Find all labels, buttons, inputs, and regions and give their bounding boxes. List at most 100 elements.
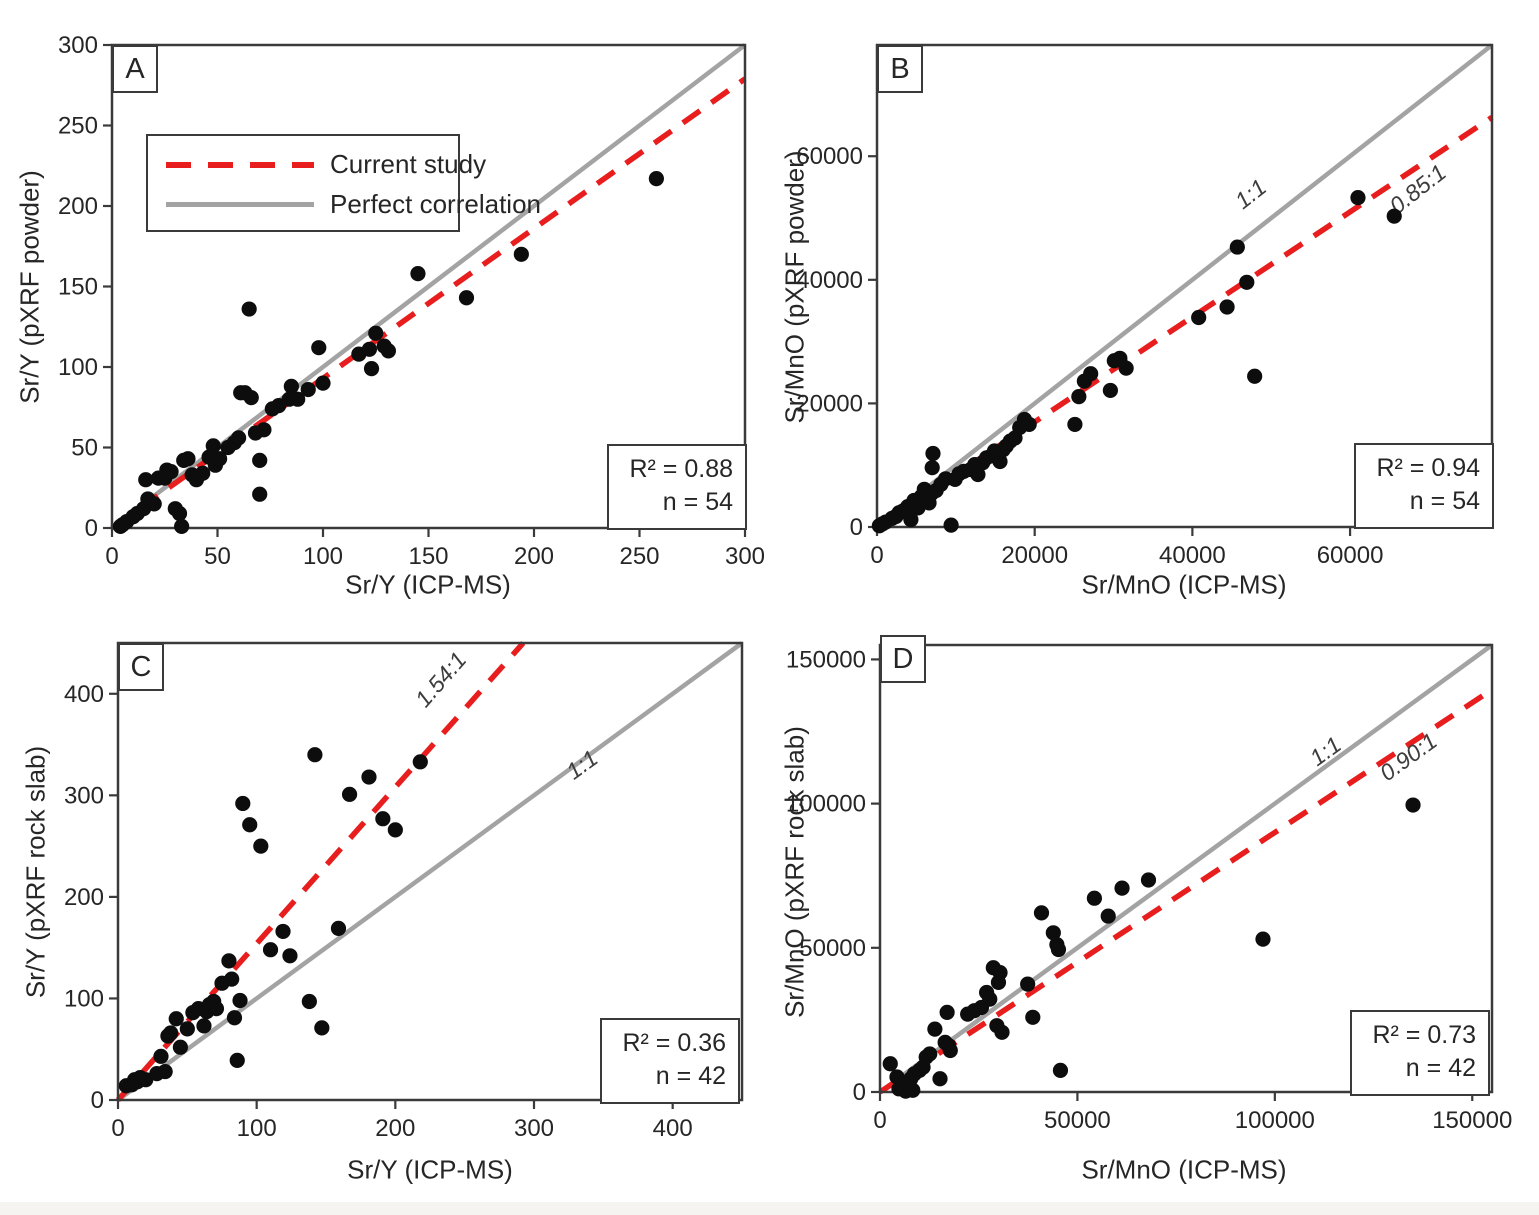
- y-tick-label: 200: [64, 884, 104, 911]
- panel-c: 0 100 200 300 400 0 100 200 300 400 1.54:1 1:1 Sr/Y…: [0, 610, 770, 1215]
- data-point: [942, 1042, 958, 1059]
- x-tick-label: 20000: [1001, 542, 1068, 569]
- data-point: [922, 1046, 938, 1062]
- data-point: [905, 1082, 921, 1098]
- data-point: [1140, 872, 1157, 888]
- data-point: [1247, 368, 1263, 384]
- line-ratio-label: 1:1: [1305, 731, 1346, 771]
- panel-a-stats-box: R² = 0.88 n = 54: [607, 444, 747, 530]
- panel-a-y-axis-title: Sr/Y (pXRF powder): [14, 170, 45, 404]
- data-point: [253, 838, 269, 854]
- data-point: [229, 1052, 245, 1068]
- data-point: [301, 993, 317, 1010]
- x-tick-label: 40000: [1159, 542, 1226, 569]
- identity-line: [116, 641, 744, 1102]
- panel-b-letter: B: [877, 45, 923, 93]
- panel-d-y-axis-title: Sr/MnO (pXRF rock slab): [779, 726, 810, 1018]
- r-squared-value: R² = 0.36: [622, 1029, 726, 1057]
- y-tick-label: 300: [64, 782, 104, 809]
- data-point: [174, 518, 190, 534]
- x-tick-label: 100000: [1235, 1107, 1315, 1134]
- data-point: [290, 391, 306, 407]
- y-tick-label: 250: [58, 113, 98, 140]
- x-tick-label: 60000: [1317, 542, 1384, 569]
- r-squared-value: R² = 0.73: [1372, 1021, 1476, 1049]
- data-point: [368, 325, 384, 341]
- y-tick-label: 60000: [796, 143, 863, 170]
- panel-d-stats-box: R² = 0.73 n = 42: [1350, 1010, 1490, 1096]
- identity-line: [878, 643, 1494, 1094]
- data-point: [380, 343, 397, 359]
- data-point: [231, 430, 247, 446]
- data-point: [205, 438, 221, 454]
- fit-line: [115, 641, 526, 1102]
- data-point: [262, 942, 279, 958]
- panel-b-stats-box: R² = 0.94 n = 54: [1354, 443, 1494, 529]
- data-point: [138, 472, 154, 488]
- data-point: [1219, 299, 1235, 315]
- x-tick-label: 150000: [1432, 1107, 1512, 1134]
- data-point: [221, 953, 237, 969]
- y-tick-label: 150: [58, 274, 98, 301]
- x-tick-label: 50: [204, 543, 231, 570]
- data-point: [235, 795, 251, 812]
- y-tick-label: 0: [91, 1087, 104, 1114]
- data-point: [939, 1004, 955, 1021]
- data-point: [363, 361, 380, 377]
- data-point: [412, 754, 428, 770]
- panel-c-y-axis-title: Sr/Y (pXRF rock slab): [20, 745, 51, 999]
- y-tick-label: 50000: [799, 935, 866, 962]
- sample-count: n = 42: [655, 1062, 726, 1090]
- data-point: [241, 301, 257, 317]
- data-point: [307, 747, 323, 763]
- y-tick-label: 0: [850, 514, 863, 541]
- data-point: [179, 1021, 195, 1037]
- data-point: [927, 1021, 943, 1037]
- data-point: [1350, 190, 1366, 206]
- line-ratio-label: 1:1: [1230, 174, 1271, 214]
- x-tick-label: 0: [105, 543, 118, 570]
- data-point: [226, 1010, 243, 1026]
- data-point: [153, 1048, 169, 1064]
- data-point: [1386, 208, 1402, 224]
- y-tick-label: 100: [64, 985, 104, 1012]
- data-point: [282, 948, 298, 964]
- data-point: [252, 486, 268, 502]
- legend-label: Current study: [330, 149, 487, 179]
- data-point: [1239, 274, 1255, 290]
- data-point: [992, 453, 1008, 470]
- x-tick-label: 0: [870, 542, 883, 569]
- panel-letter-text: D: [892, 642, 914, 675]
- data-point: [1086, 890, 1102, 906]
- data-point: [243, 389, 259, 406]
- footer-strip: [0, 1202, 1539, 1215]
- y-tick-label: 200: [58, 193, 98, 220]
- sample-count: n = 42: [1405, 1054, 1476, 1082]
- data-point: [212, 451, 228, 467]
- x-tick-label: 100: [237, 1115, 277, 1142]
- data-point: [172, 1039, 188, 1055]
- line-ratio-label: 0.90:1: [1375, 727, 1442, 786]
- panel-d: 0 50000 100000 150000 0 50000 100000 150000 1:1 0…: [770, 610, 1539, 1215]
- plot-frame: [875, 43, 1494, 529]
- data-point: [1021, 416, 1037, 433]
- data-point: [168, 1011, 184, 1027]
- red-dashed-line-sample: [166, 161, 314, 168]
- panel-b: 0 20000 40000 60000 0 20000 40000 60000 1:1 0.85:…: [770, 0, 1539, 610]
- identity-line: [875, 43, 1494, 529]
- data-point: [1020, 976, 1036, 992]
- gray-solid-line-sample: [166, 202, 314, 207]
- data-point: [387, 822, 403, 838]
- panel-d-x-axis-title: Sr/MnO (ICP-MS): [1081, 1154, 1287, 1185]
- data-point: [208, 1001, 225, 1017]
- data-point: [1229, 239, 1245, 255]
- data-point: [1118, 360, 1134, 376]
- data-point: [171, 505, 188, 522]
- data-point: [970, 466, 986, 483]
- x-tick-label: 150: [408, 543, 448, 570]
- data-point: [994, 1024, 1010, 1040]
- sample-count: n = 54: [662, 488, 733, 516]
- y-tick-label: 150000: [786, 646, 866, 673]
- panel-b-y-axis-title: Sr/MnO (pXRF powder): [779, 150, 810, 424]
